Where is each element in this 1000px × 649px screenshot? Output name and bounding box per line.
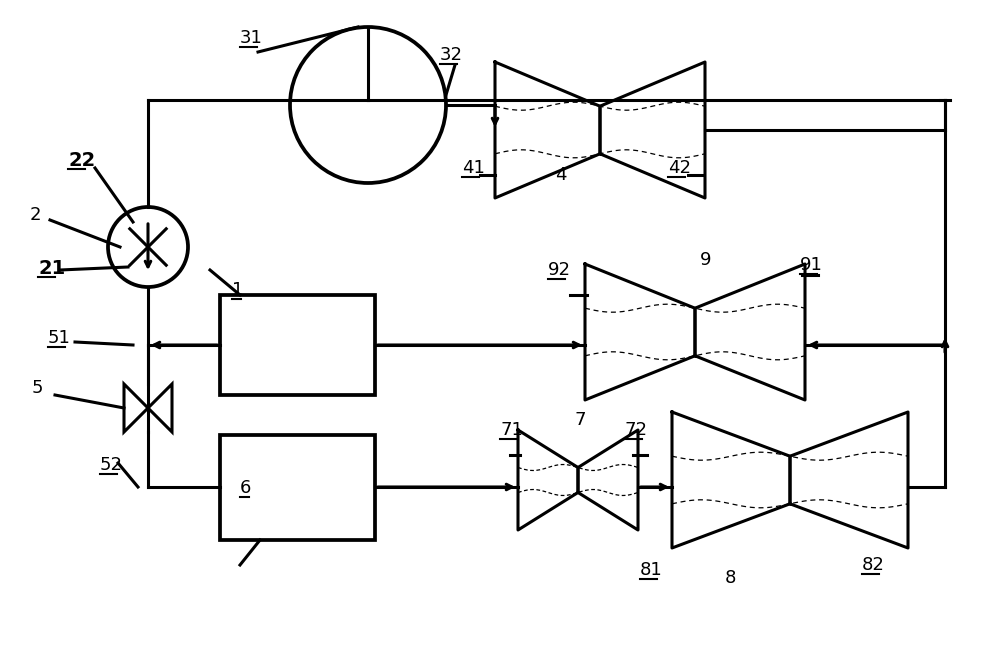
Text: 51: 51 xyxy=(48,329,71,347)
Text: 41: 41 xyxy=(462,159,485,177)
Text: 91: 91 xyxy=(800,256,823,274)
Text: 8: 8 xyxy=(725,569,736,587)
Text: 1: 1 xyxy=(232,281,243,299)
Text: 42: 42 xyxy=(668,159,691,177)
Text: 82: 82 xyxy=(862,556,885,574)
Text: 22: 22 xyxy=(68,151,95,169)
Text: 4: 4 xyxy=(555,166,566,184)
Text: 7: 7 xyxy=(575,411,586,429)
Text: 2: 2 xyxy=(30,206,42,224)
Text: 9: 9 xyxy=(700,251,712,269)
Text: 21: 21 xyxy=(38,258,65,278)
Text: 32: 32 xyxy=(440,46,463,64)
Text: 72: 72 xyxy=(625,421,648,439)
Text: 5: 5 xyxy=(32,379,44,397)
Text: 92: 92 xyxy=(548,261,571,279)
Text: 6: 6 xyxy=(240,479,251,497)
Text: 31: 31 xyxy=(240,29,263,47)
Text: 71: 71 xyxy=(500,421,523,439)
Bar xyxy=(220,295,375,395)
Bar xyxy=(220,435,375,540)
Text: 52: 52 xyxy=(100,456,123,474)
Text: 81: 81 xyxy=(640,561,663,579)
